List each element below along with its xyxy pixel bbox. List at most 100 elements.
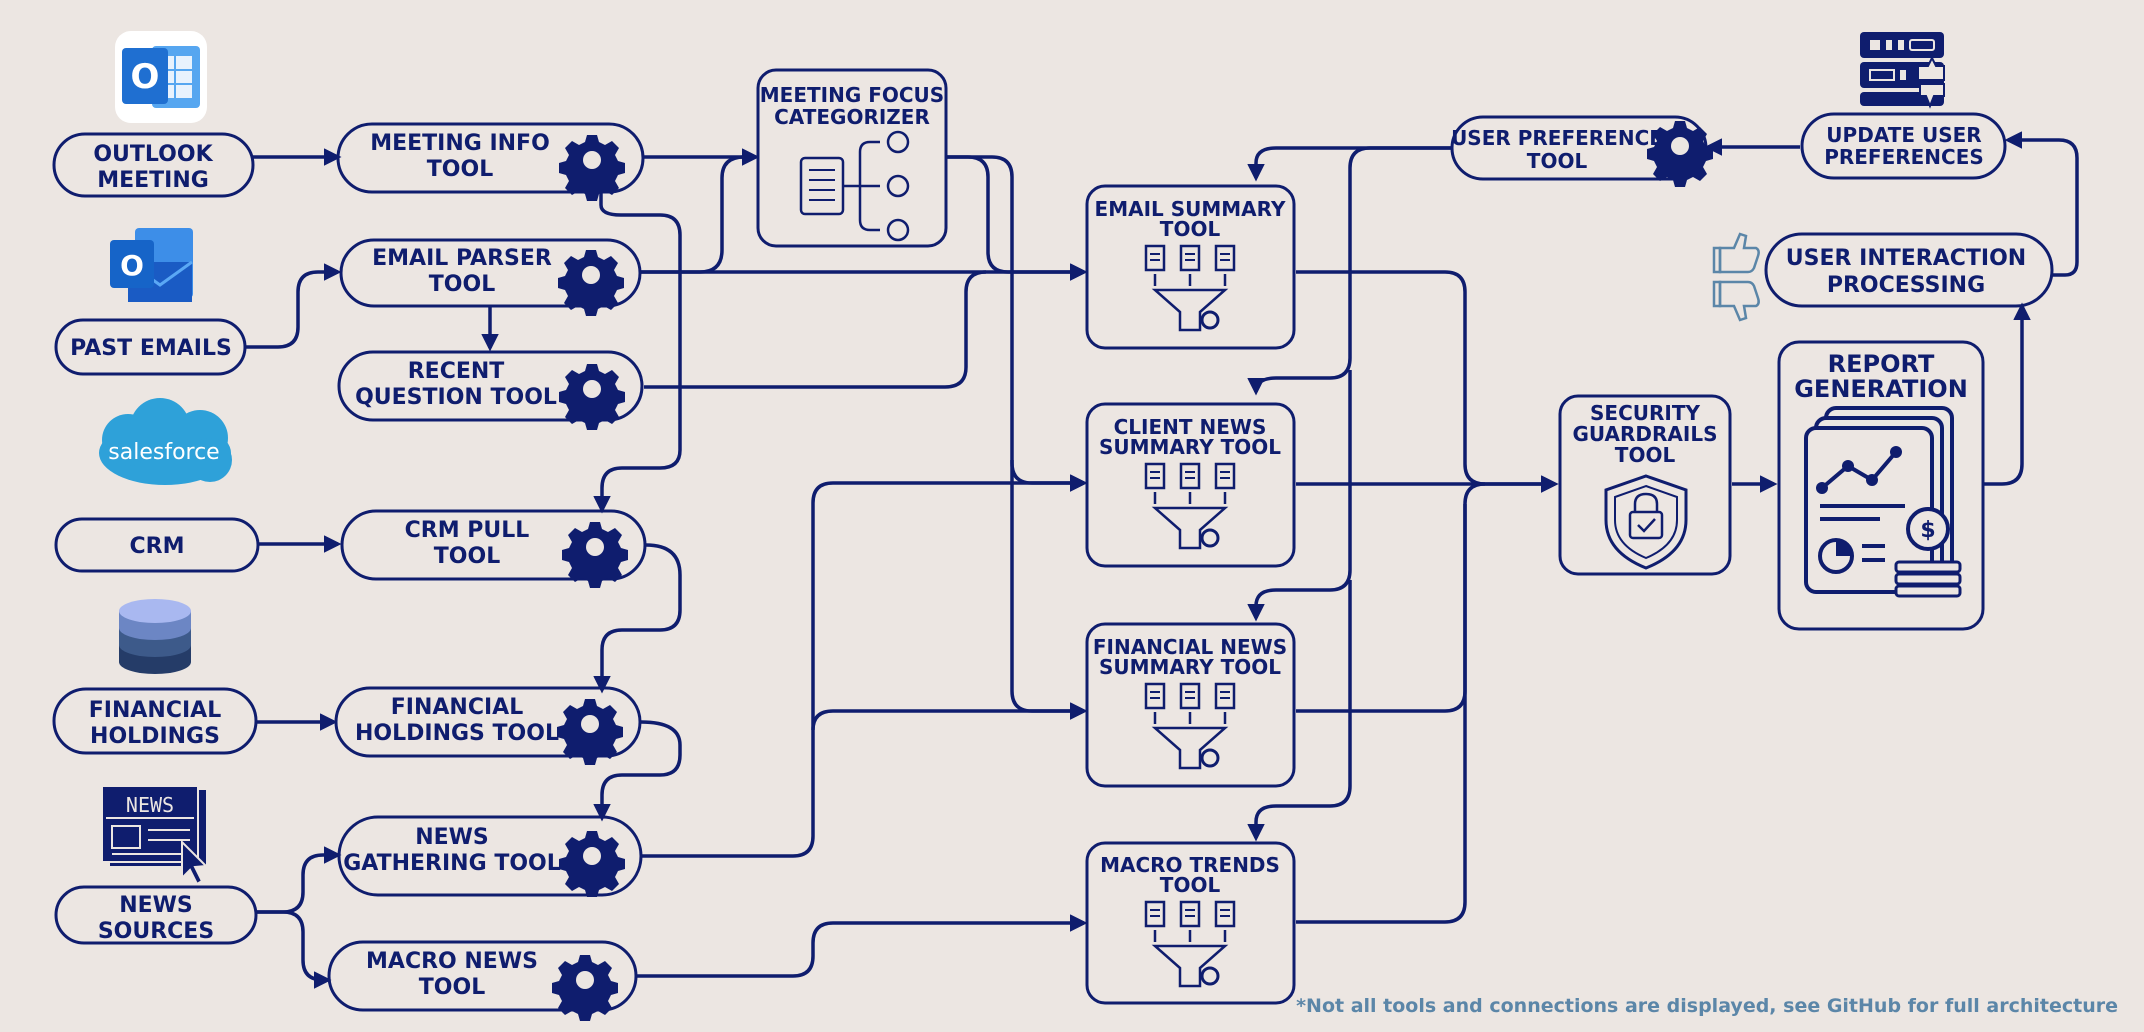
news-gathering-tool-node: NEWS GATHERING TOOL (337, 815, 643, 897)
report-label-1: REPORT (1828, 350, 1935, 378)
security-label-2: GUARDRAILS (1573, 422, 1718, 446)
client-news-label-2: SUMMARY TOOL (1099, 435, 1281, 459)
conn-macronews-macrotrends (636, 914, 1088, 978)
interaction-label-1: USER INTERACTION (1786, 246, 2026, 271)
email-parser-tool-label-2: TOOL (429, 272, 495, 297)
conn-news-newsgathering (256, 846, 342, 914)
conn-newsgathering-financialnews (811, 702, 1088, 731)
update-user-preferences-node: UPDATE USER PREFERENCES (1800, 112, 2007, 180)
outlook-mail-icon: O (110, 228, 193, 302)
conn-userpref-financialnews (1247, 370, 1352, 622)
document-funnel-icon (1144, 900, 1236, 988)
categorizer-label-2: CATEGORIZER (774, 105, 930, 129)
document-funnel-icon (1144, 244, 1236, 332)
crm-pull-tool-label-2: TOOL (434, 544, 500, 569)
conn-meetinginfo-crmpull (593, 193, 682, 514)
recent-question-tool-node: RECENT QUESTION TOOL (337, 350, 644, 430)
macro-trends-label-1: MACRO TRENDS (1100, 853, 1280, 877)
user-preference-label-1: USER PREFERENCE (1451, 126, 1663, 150)
email-summary-label-2: TOOL (1160, 217, 1221, 241)
conn-categorizer-financialnews (1010, 460, 1088, 720)
news-gathering-tool-label-2: GATHERING TOOL (343, 851, 561, 876)
salesforce-icon: salesforce (99, 398, 232, 485)
conn-macrotrends-security (1296, 504, 1467, 924)
security-label-1: SECURITY (1590, 401, 1700, 425)
preferences-server-icon (1860, 32, 1945, 109)
financial-holdings-tool-label-2: HOLDINGS TOOL (355, 721, 559, 746)
org-chart-icon (799, 130, 910, 242)
financial-holdings-label-1: FINANCIAL (89, 698, 221, 723)
crm-pull-tool-node: CRM PULL TOOL (340, 509, 647, 588)
update-prefs-label-2: PREFERENCES (1824, 145, 1984, 169)
shield-lock-icon (1604, 474, 1688, 570)
report-generation-node: REPORT GENERATION $ (1777, 340, 1985, 631)
news-sources-node: NEWS SOURCES (54, 885, 258, 945)
news-gathering-tool-label-1: NEWS (415, 825, 489, 850)
news-icon-text: NEWS (126, 793, 174, 817)
conn-holdingstool-newsgathering (593, 720, 682, 822)
conn-userpref-macrotrends (1247, 580, 1352, 842)
recent-question-tool-label-1: RECENT (408, 359, 505, 384)
news-icon: NEWS (101, 785, 209, 886)
recent-question-tool-label-2: QUESTION TOOL (355, 385, 557, 410)
macro-news-tool-label-2: TOOL (419, 975, 485, 1000)
gear-icon (1647, 121, 1713, 187)
financial-holdings-node: FINANCIAL HOLDINGS (52, 687, 258, 755)
security-label-3: TOOL (1615, 443, 1676, 467)
gear-icon (559, 135, 625, 201)
financial-holdings-label-2: HOLDINGS (90, 724, 220, 749)
outlook-meeting-label-2: MEETING (97, 168, 209, 193)
meeting-info-tool-label-2: TOOL (427, 157, 493, 182)
news-sources-label-1: NEWS (119, 893, 193, 918)
financial-holdings-tool-node: FINANCIAL HOLDINGS TOOL (334, 686, 642, 765)
email-summary-label-1: EMAIL SUMMARY (1095, 197, 1286, 221)
financial-news-summary-tool-node: FINANCIAL NEWS SUMMARY TOOL (1085, 622, 1296, 788)
conn-crmpull-holdingstool (593, 543, 682, 694)
database-icon (119, 599, 191, 674)
conn-pastemails-emailparser (245, 263, 342, 349)
financial-news-label-2: SUMMARY TOOL (1099, 655, 1281, 679)
gear-icon (559, 831, 625, 897)
conn-categorizer-emailsummary (946, 155, 1088, 281)
past-emails-node: PAST EMAILS (54, 318, 247, 376)
macro-news-tool-label-1: MACRO NEWS (366, 949, 538, 974)
outlook-meeting-node: OUTLOOK MEETING (52, 132, 255, 198)
crm-node: CRM (54, 517, 260, 573)
crm-pull-tool-label-1: CRM PULL (405, 518, 530, 543)
conn-userpref-clientnews (1247, 146, 1452, 396)
conn-report-interaction (1983, 302, 2031, 486)
client-news-label-1: CLIENT NEWS (1114, 415, 1267, 439)
financial-holdings-tool-label-1: FINANCIAL (391, 695, 523, 720)
conn-newsgathering-clientnews (641, 474, 1088, 858)
gear-icon (557, 699, 623, 765)
financial-news-label-1: FINANCIAL NEWS (1093, 635, 1287, 659)
gear-icon (559, 364, 625, 430)
macro-trends-tool-node: MACRO TRENDS TOOL (1085, 841, 1296, 1005)
categorizer-label-1: MEETING FOCUS (760, 83, 944, 107)
outlook-meeting-label-1: OUTLOOK (93, 142, 213, 167)
email-parser-tool-label-1: EMAIL PARSER (372, 246, 552, 271)
interaction-label-2: PROCESSING (1827, 273, 1985, 298)
conn-news-macronews (256, 910, 332, 989)
user-preference-label-2: TOOL (1527, 149, 1588, 173)
outlook-icon: O (115, 31, 207, 123)
macro-news-tool-node: MACRO NEWS TOOL (327, 940, 638, 1021)
gear-icon (562, 522, 628, 588)
svg-text:O: O (131, 57, 160, 97)
report-label-2: GENERATION (1794, 375, 1968, 403)
user-preference-tool-node: USER PREFERENCE TOOL (1450, 115, 1713, 187)
meeting-info-tool-node: MEETING INFO TOOL (336, 122, 645, 201)
thumbs-up-down-icon (1712, 232, 1760, 322)
svg-text:O: O (120, 249, 144, 282)
user-interaction-processing-node: USER INTERACTION PROCESSING (1764, 232, 2054, 308)
document-funnel-icon (1144, 682, 1236, 770)
conn-financialnews-security (1296, 482, 1486, 713)
news-sources-label-2: SOURCES (98, 919, 214, 944)
meeting-focus-categorizer-node: MEETING FOCUS CATEGORIZER (756, 68, 948, 248)
gear-icon (552, 955, 618, 1021)
document-funnel-icon (1144, 462, 1236, 550)
update-prefs-label-1: UPDATE USER (1826, 123, 1981, 147)
connectors (245, 131, 2079, 989)
